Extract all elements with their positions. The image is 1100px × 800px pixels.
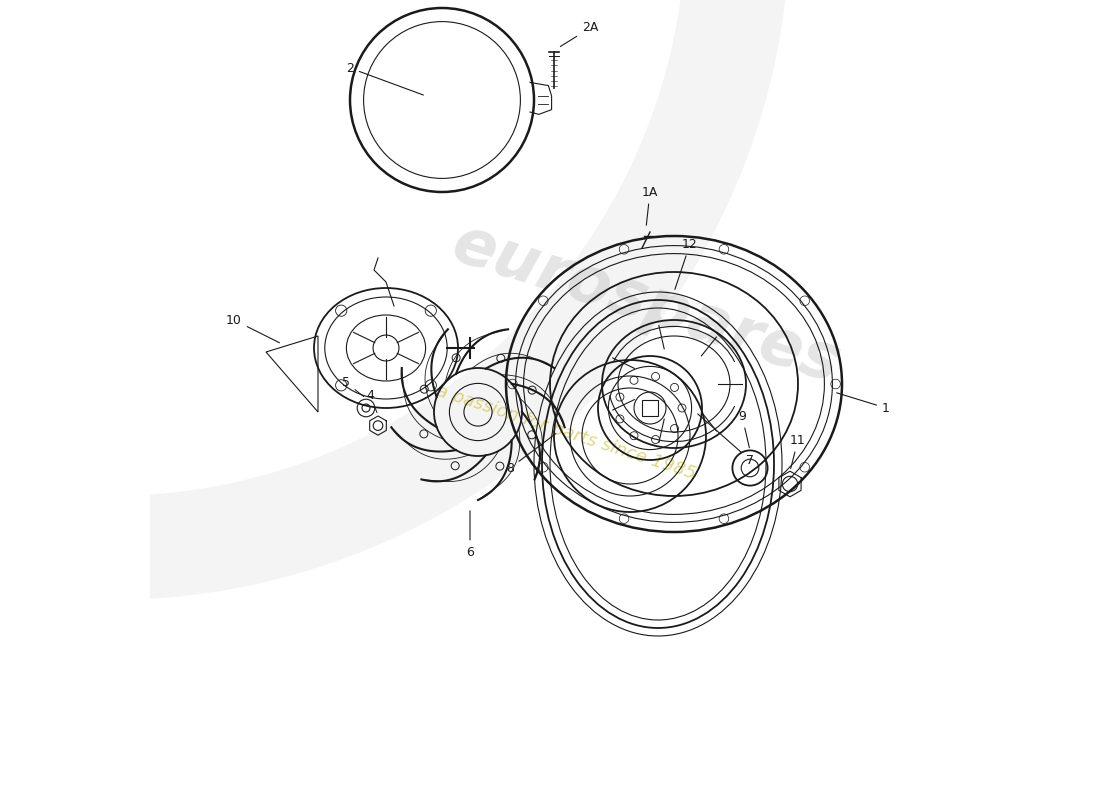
Text: 1A: 1A xyxy=(641,186,658,226)
Polygon shape xyxy=(0,0,790,600)
Text: 6: 6 xyxy=(466,510,474,558)
Text: 2A: 2A xyxy=(560,22,598,46)
Text: 9: 9 xyxy=(738,410,749,448)
Text: 2: 2 xyxy=(346,62,424,95)
Text: 1: 1 xyxy=(837,393,890,414)
Text: 8: 8 xyxy=(506,434,556,474)
Text: 12: 12 xyxy=(675,238,697,290)
Text: 5: 5 xyxy=(342,376,364,397)
Text: a passion for parts since 1985: a passion for parts since 1985 xyxy=(433,382,698,482)
Text: 11: 11 xyxy=(790,434,806,469)
Text: 10: 10 xyxy=(227,314,279,342)
Text: eurospares: eurospares xyxy=(444,212,848,396)
Text: 7: 7 xyxy=(697,414,754,466)
Text: 4: 4 xyxy=(366,389,377,413)
